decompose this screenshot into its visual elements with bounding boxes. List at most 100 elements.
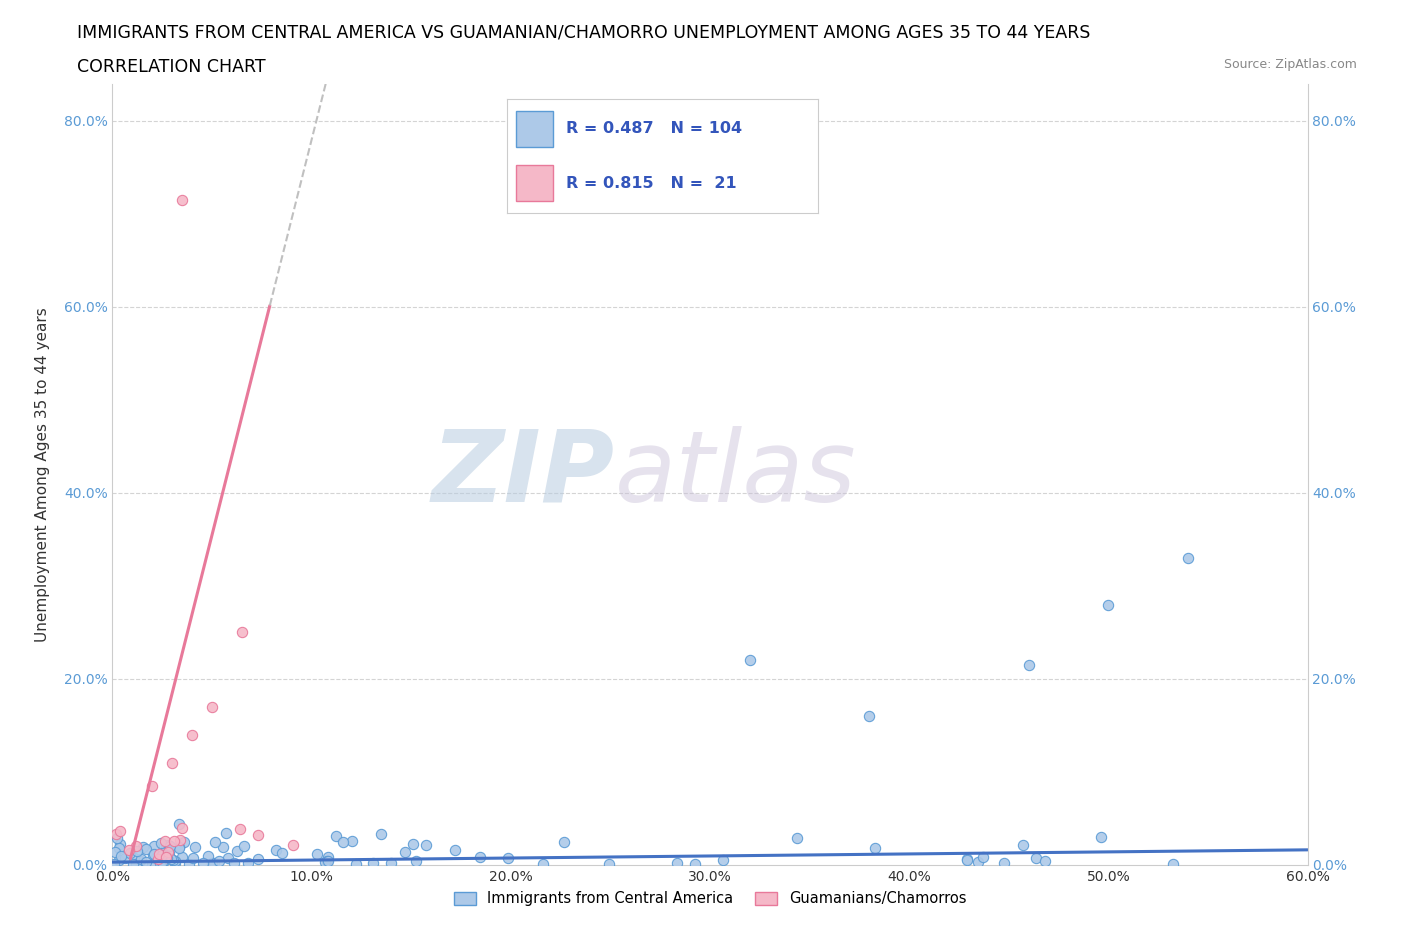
Point	[380, 856, 402, 870]
Point	[135, 855, 157, 870]
Point	[217, 851, 239, 866]
Point	[405, 854, 427, 869]
Point	[212, 840, 235, 855]
Point	[104, 845, 127, 860]
Point	[110, 849, 132, 864]
Point	[191, 856, 214, 870]
Point	[1090, 830, 1112, 844]
Point	[1097, 597, 1119, 612]
Point	[496, 851, 519, 866]
Point	[110, 824, 132, 839]
Text: atlas: atlas	[614, 426, 856, 523]
Point	[361, 856, 384, 870]
Point	[108, 853, 131, 868]
Point	[181, 851, 204, 866]
Point	[118, 843, 141, 857]
Point	[711, 853, 734, 868]
Point	[149, 836, 172, 851]
Point	[283, 838, 305, 853]
Point	[200, 856, 222, 870]
Point	[553, 834, 575, 849]
Text: IMMIGRANTS FROM CENTRAL AMERICA VS GUAMANIAN/CHAMORRO UNEMPLOYMENT AMONG AGES 35: IMMIGRANTS FROM CENTRAL AMERICA VS GUAMA…	[77, 23, 1091, 41]
Point	[956, 852, 979, 867]
Point	[162, 755, 183, 770]
Point	[184, 840, 207, 855]
Point	[129, 853, 152, 868]
Y-axis label: Unemployment Among Ages 35 to 44 years: Unemployment Among Ages 35 to 44 years	[35, 307, 49, 642]
Point	[394, 845, 416, 860]
Point	[956, 852, 979, 867]
Text: Source: ZipAtlas.com: Source: ZipAtlas.com	[1223, 58, 1357, 71]
Point	[972, 850, 994, 865]
Point	[197, 849, 219, 864]
Point	[153, 833, 176, 848]
Point	[863, 841, 886, 856]
Point	[120, 845, 142, 860]
Point	[270, 845, 292, 860]
Point	[232, 838, 254, 853]
Point	[225, 844, 247, 858]
Point	[167, 840, 190, 855]
Point	[157, 845, 180, 860]
Point	[1177, 551, 1199, 565]
Point	[208, 854, 231, 869]
Point	[159, 839, 181, 854]
Point	[107, 841, 129, 856]
Point	[222, 856, 245, 870]
Text: ZIP: ZIP	[432, 426, 614, 523]
Point	[738, 653, 761, 668]
Point	[146, 852, 169, 867]
Point	[201, 699, 224, 714]
Point	[156, 838, 179, 853]
Point	[468, 849, 491, 864]
Point	[344, 857, 367, 871]
Point	[202, 856, 225, 870]
Point	[858, 709, 880, 724]
Point	[148, 846, 170, 861]
Point	[598, 857, 620, 871]
Point	[141, 857, 163, 871]
Point	[786, 830, 808, 845]
Text: CORRELATION CHART: CORRELATION CHART	[77, 58, 266, 75]
Point	[149, 856, 172, 870]
Point	[993, 856, 1015, 870]
Point	[159, 851, 181, 866]
Point	[316, 849, 339, 864]
Point	[104, 826, 127, 841]
Point	[1012, 838, 1035, 853]
Point	[247, 852, 270, 867]
Point	[238, 856, 260, 870]
Point	[170, 820, 193, 835]
Point	[125, 844, 148, 858]
Point	[332, 835, 354, 850]
Point	[370, 826, 392, 841]
Point	[402, 837, 425, 852]
Point	[142, 847, 165, 862]
Point	[132, 840, 155, 855]
Point	[173, 834, 195, 849]
Point	[967, 855, 990, 870]
Point	[215, 826, 238, 841]
Point	[142, 847, 165, 862]
Point	[342, 833, 364, 848]
Point	[1033, 854, 1056, 869]
Point	[155, 851, 177, 866]
Point	[314, 855, 336, 870]
Point	[155, 841, 177, 856]
Point	[172, 193, 194, 207]
Point	[131, 851, 153, 866]
Point	[316, 854, 339, 869]
Point	[103, 857, 125, 871]
Point	[163, 856, 186, 870]
Point	[169, 832, 191, 847]
Point	[204, 834, 226, 849]
Point	[231, 625, 253, 640]
Point	[264, 843, 287, 857]
Point	[229, 822, 252, 837]
Point	[1163, 857, 1185, 871]
Point	[155, 850, 177, 865]
Point	[170, 850, 193, 865]
Point	[415, 838, 437, 853]
Point	[150, 855, 173, 870]
Point	[141, 778, 163, 793]
